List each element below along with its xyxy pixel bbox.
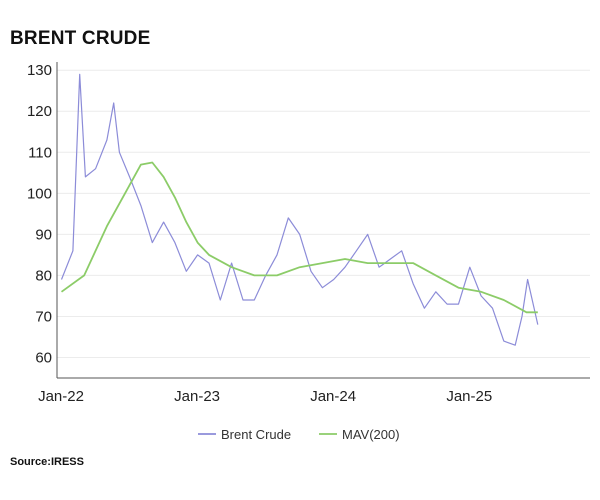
y-tick-label: 110 <box>28 144 52 161</box>
y-tick-label: 100 <box>27 185 52 202</box>
source-note: Source:IRESS <box>10 456 84 468</box>
y-tick-label: 60 <box>35 349 52 366</box>
y-tick-label: 70 <box>35 308 52 325</box>
y-tick-label: 80 <box>35 267 52 284</box>
y-tick-label: 120 <box>27 103 52 120</box>
series-line-brent-crude <box>60 73 539 346</box>
y-tick-label: 90 <box>35 226 52 243</box>
axis-layer: 60 70 80 90 100 110 120 130 Jan-22 Jan-23 Jan-24 Ja… <box>27 62 590 405</box>
x-tick-label: Jan-25 <box>446 388 492 405</box>
x-tick-label: Jan-24 <box>310 388 356 405</box>
legend-brent-crude-label: Brent Crude <box>221 427 291 442</box>
y-tick-label: 130 <box>27 62 52 79</box>
grid-layer <box>57 69 590 358</box>
x-tick-label: Jan-23 <box>174 388 220 405</box>
chart-title: BRENT CRUDE <box>10 28 151 49</box>
legend: Brent Crude MAV(200) <box>198 427 400 442</box>
series-layer <box>60 73 539 346</box>
series-line-mav-200 <box>60 161 538 314</box>
legend-mav-200-label: MAV(200) <box>342 427 400 442</box>
x-tick-label: Jan-22 <box>38 388 84 405</box>
